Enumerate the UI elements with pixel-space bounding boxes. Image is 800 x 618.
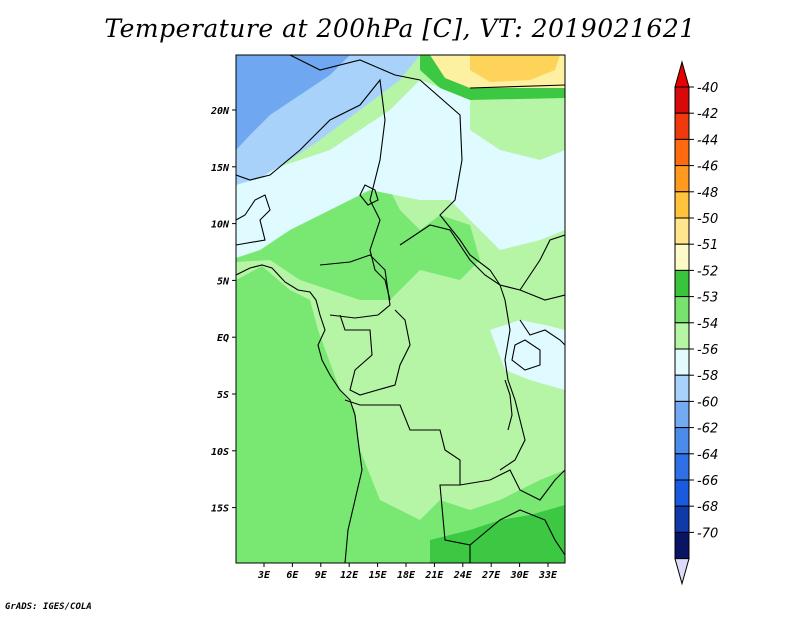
colorbar-segment [674, 479, 690, 507]
colorbar-label: -52 [697, 264, 718, 279]
border-south [469, 509, 565, 556]
colorbar-bottom-arrow [674, 558, 690, 586]
colorbar-segment [674, 217, 690, 245]
colorbar-label: -48 [697, 186, 718, 201]
lon-label: 30E [510, 570, 530, 581]
colorbar-label: -56 [697, 343, 718, 358]
lon-label: 9E [315, 570, 328, 581]
lat-label: 20N [210, 106, 230, 117]
border-zambia [459, 469, 565, 501]
colorbar-segment [674, 86, 690, 114]
colorbar-segment [674, 531, 690, 560]
latitude-axis: 20N 15N 10N 5N EQ 5S 10S 15S [210, 106, 236, 515]
colorbar-label: -44 [697, 133, 718, 148]
colorbar-label: -53 [697, 291, 718, 306]
coastline-west-africa [236, 264, 363, 563]
lat-label: 10S [211, 447, 229, 458]
border-sudan-egypt [469, 84, 565, 89]
lon-label: 18E [397, 570, 416, 581]
border-congo [339, 309, 411, 396]
lon-label: 12E [340, 570, 359, 581]
colorbar-label: -54 [697, 317, 718, 332]
border-ethiopia [519, 234, 565, 291]
colorbar-label: -64 [697, 448, 718, 463]
colorbar-segment [674, 374, 690, 402]
lat-label: EQ [217, 333, 229, 344]
map-fill-layer [236, 55, 565, 563]
fill-region-minus48 [470, 55, 560, 82]
colorbar-segment [674, 400, 690, 429]
lake-victoria [511, 339, 541, 371]
colorbar-segment [674, 296, 690, 324]
border-algeria-niger [289, 55, 463, 161]
border-mali-niger [236, 78, 386, 181]
colorbar-segment [674, 505, 690, 533]
lat-label: 15N [211, 163, 230, 174]
chart-title: Temperature at 200hPa [C], VT: 201902162… [104, 14, 696, 43]
colorbar-label: -62 [697, 422, 718, 437]
colorbar-label: -68 [697, 500, 718, 515]
lake-tanganyika [504, 379, 513, 431]
lat-label: 15S [211, 504, 229, 515]
fill-region-minus53-ne [470, 88, 565, 160]
lon-label: 3E [257, 570, 271, 581]
colorbar-segment [674, 322, 690, 350]
lat-label: 10N [211, 220, 230, 231]
colorbar-label: -46 [697, 160, 718, 175]
border-chad-sudan [439, 159, 501, 286]
colorbar-segment [674, 427, 690, 455]
colorbar-segment [674, 453, 690, 481]
map-borders [236, 55, 565, 563]
fill-region-minus51-se [430, 505, 565, 563]
colorbar-label: -60 [697, 395, 718, 410]
border-west-guinea [236, 194, 271, 246]
colorbar-label: -58 [697, 369, 718, 384]
lon-label: 24E [453, 570, 473, 581]
colorbar-label: -40 [697, 81, 718, 96]
colorbar-segment [674, 112, 690, 140]
border-angola [344, 399, 471, 563]
map-frame [235, 54, 566, 564]
border-cameroon [319, 254, 391, 319]
colorbar-segment [674, 191, 690, 219]
colorbar-segment [674, 269, 690, 298]
fill-region-minus52-west [236, 266, 565, 563]
lon-label: 27E [481, 570, 501, 581]
colorbar-label: -66 [697, 474, 718, 489]
colorbar-segment [674, 165, 690, 193]
border-drc-east [499, 284, 526, 471]
border-car [399, 224, 565, 301]
grads-credit: GrADS: IGES/COLA [5, 602, 92, 612]
longitude-axis: 3E 6E 9E 12E 15E 18E 21E 24E 27E 30E 33E [257, 563, 558, 581]
fill-region-minus58 [236, 55, 350, 150]
colorbar-segment [674, 138, 690, 167]
lat-label: 5S [217, 390, 229, 401]
lake-chad [359, 184, 379, 206]
colorbar-segment [674, 243, 690, 271]
colorbar: -40 -42 -44 -46 -48 -50 -51 -52 -53 -54 -56 -58 -60 -… [674, 60, 718, 586]
colorbar-label: -70 [697, 526, 718, 541]
fill-region-minus52-north [236, 160, 480, 300]
lon-label: 21E [424, 570, 444, 581]
lat-label: 5N [217, 276, 230, 287]
lon-label: 33E [538, 570, 558, 581]
colorbar-label: -42 [697, 107, 718, 122]
colorbar-segment [674, 348, 690, 376]
colorbar-label: -51 [697, 238, 718, 253]
colorbar-top-arrow [674, 60, 690, 88]
lon-label: 6E [286, 570, 299, 581]
border-uganda-kenya [519, 319, 565, 346]
border-chad-niger [369, 179, 391, 301]
colorbar-label: -50 [697, 212, 718, 227]
lon-label: 15E [369, 570, 388, 581]
